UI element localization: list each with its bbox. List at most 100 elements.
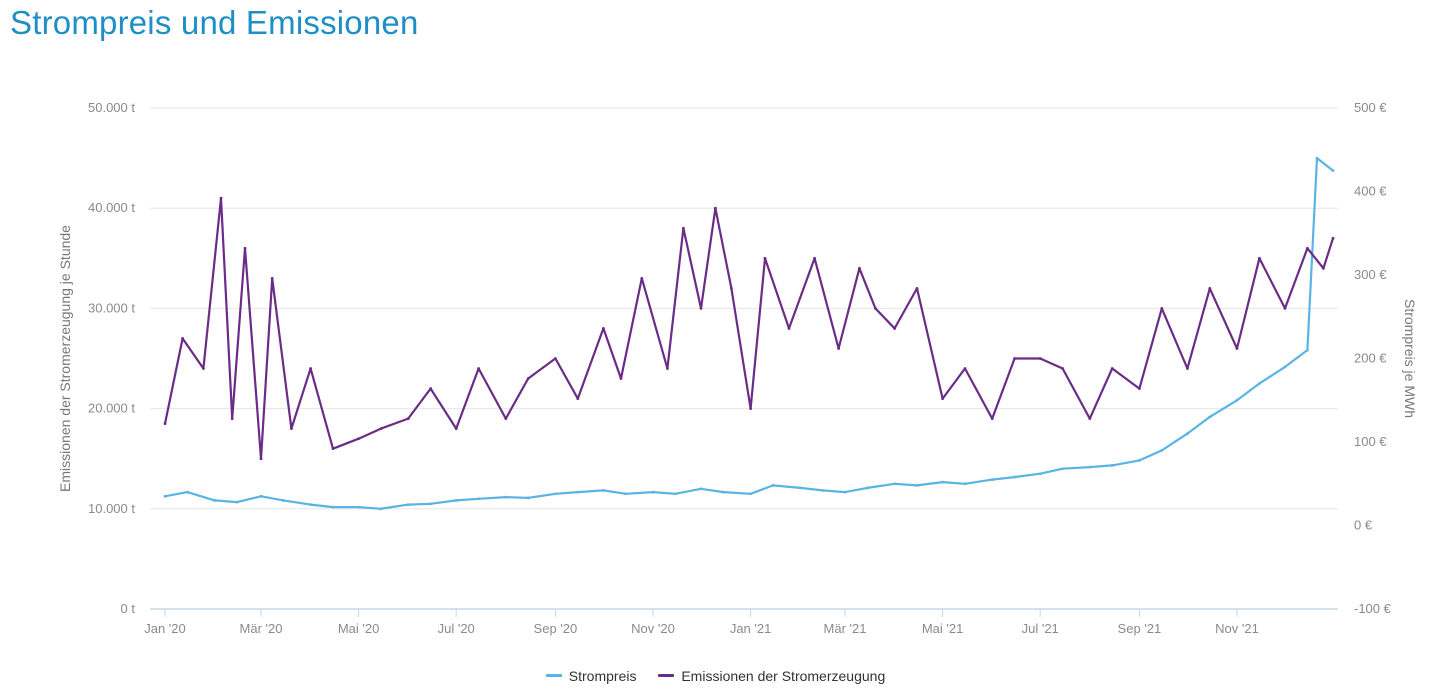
data-point <box>1331 169 1335 173</box>
data-point <box>787 327 791 330</box>
data-point <box>893 482 896 486</box>
data-point <box>730 286 733 290</box>
data-point <box>963 482 967 486</box>
data-point <box>1088 465 1092 469</box>
data-point <box>1283 307 1287 310</box>
data-point <box>837 347 840 350</box>
data-point <box>357 505 360 509</box>
y-axis-right: -100 € 0 € 100 € 200 € 300 € 400 € 500 € <box>1354 100 1392 616</box>
data-point <box>651 490 655 494</box>
data-point <box>1283 365 1287 369</box>
data-point <box>163 422 167 426</box>
y-axis-left: 0 t 10.000 t 20.000 t 30.000 t 40.000 t 50.00… <box>88 100 135 616</box>
data-point <box>1160 307 1164 310</box>
data-point <box>526 377 530 380</box>
data-point <box>602 327 605 330</box>
data-point <box>1013 357 1016 360</box>
x-tick-label: Mai '21 <box>922 621 964 636</box>
data-point <box>243 246 247 250</box>
data-point <box>290 427 293 431</box>
data-point <box>1160 448 1164 452</box>
y-right-tick-label: 0 € <box>1354 518 1373 533</box>
x-tick-label: Mär '21 <box>824 621 867 636</box>
data-point <box>1038 472 1042 476</box>
x-tick-label: Sep '21 <box>1118 621 1162 636</box>
x-tick-label: Mai '20 <box>338 621 380 636</box>
data-point <box>674 492 677 496</box>
legend-swatch-emissionen <box>658 674 675 677</box>
data-point <box>219 196 223 200</box>
legend-swatch-strompreis <box>545 674 562 677</box>
data-point <box>429 502 432 506</box>
y-left-tick-label: 20.000 t <box>88 401 135 416</box>
data-point <box>1322 266 1325 270</box>
data-point <box>941 480 944 484</box>
x-tick-label: Jan '21 <box>730 621 772 636</box>
data-point <box>576 397 580 400</box>
data-point <box>259 494 263 498</box>
grid-lines <box>150 107 1338 510</box>
data-point <box>941 397 944 400</box>
data-point <box>858 266 861 270</box>
y-right-tick-label: 400 € <box>1354 184 1387 199</box>
data-point <box>554 492 557 496</box>
series-line-0 <box>164 157 1334 510</box>
data-point <box>699 307 703 310</box>
data-point <box>1110 367 1114 370</box>
y-right-tick-label: 200 € <box>1354 351 1387 366</box>
legend-item-emissionen[interactable]: Emissionen der Stromerzeugung <box>658 668 885 684</box>
data-point <box>682 226 685 230</box>
data-point <box>1331 236 1335 240</box>
data-point <box>1110 463 1114 467</box>
data-point <box>722 490 725 494</box>
data-point <box>1186 432 1189 436</box>
data-point <box>1186 367 1189 370</box>
data-point <box>893 327 896 330</box>
data-point <box>526 496 530 500</box>
data-point <box>1061 367 1064 370</box>
y-right-tick-label: 300 € <box>1354 267 1387 282</box>
data-point <box>1306 348 1309 352</box>
data-point <box>202 367 205 370</box>
y-axis-right-title: Strompreis je MWh <box>1402 299 1418 418</box>
data-point <box>1235 398 1239 402</box>
data-point <box>640 276 644 280</box>
legend-label-strompreis: Strompreis <box>568 667 637 684</box>
data-point <box>1061 467 1064 471</box>
data-point <box>1315 156 1319 160</box>
data-point <box>1258 382 1261 385</box>
data-point <box>1013 475 1016 479</box>
data-point <box>714 206 717 210</box>
data-point <box>331 505 335 509</box>
data-point <box>504 417 508 421</box>
x-axis: Jan '20 Mär '20 Mai '20 Jul '20 Sep '20 Nov '… <box>144 608 1338 636</box>
data-point <box>1038 357 1042 360</box>
data-point <box>771 484 775 487</box>
data-point <box>554 357 557 360</box>
data-point <box>181 337 185 340</box>
y-left-tick-label: 50.000 t <box>88 100 135 115</box>
data-point <box>798 486 802 490</box>
data-point <box>602 489 605 492</box>
x-tick-label: Jan '20 <box>144 621 186 636</box>
legend-item-strompreis[interactable]: Strompreis <box>545 667 637 684</box>
data-point <box>963 367 967 370</box>
data-point <box>843 490 847 494</box>
data-point <box>379 507 383 511</box>
chart-title: Strompreis und Emissionen <box>10 4 419 41</box>
data-point <box>186 490 189 494</box>
legend: Strompreis Emissionen der Stromerzeugung <box>0 664 1431 684</box>
y-right-tick-label: 500 € <box>1354 100 1387 115</box>
data-point <box>213 499 217 502</box>
data-point <box>749 407 752 410</box>
legend-label-emissionen: Emissionen der Stromerzeugung <box>681 667 886 684</box>
x-tick-label: Jul '20 <box>438 621 475 636</box>
data-point <box>821 489 824 492</box>
y-left-tick-label: 30.000 t <box>88 300 135 315</box>
x-tick-label: Nov '21 <box>1215 621 1259 636</box>
data-point <box>915 286 919 290</box>
y-right-tick-label: -100 € <box>1354 601 1392 616</box>
data-point <box>813 256 816 260</box>
data-point <box>235 500 239 504</box>
data-point <box>477 367 480 370</box>
